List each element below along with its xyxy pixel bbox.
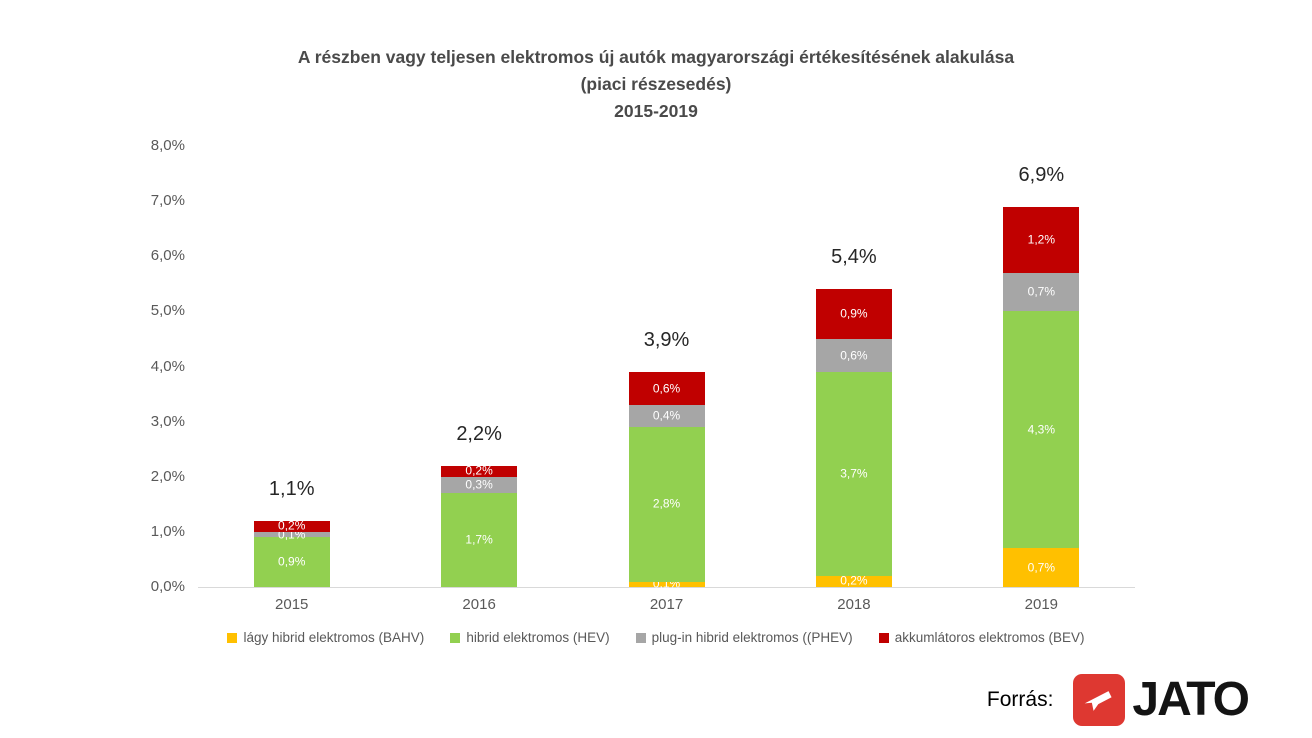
segment-data-label: 0,7% <box>1027 560 1055 575</box>
plot-area: 0,9% 0,1% 0,2% 1,1% 1,7% 0,3% 0,2% 2,2% 0,1% 2,8%… <box>198 146 1135 590</box>
segment-data-label: 3,7% <box>840 466 868 481</box>
bar-segment: 0,2% <box>441 463 518 478</box>
segment-data-label: 0,2% <box>840 573 868 588</box>
bar-2015: 0,9% 0,1% 0,2% <box>253 518 330 587</box>
segment-data-label: 4,3% <box>1027 422 1055 437</box>
bar-segment: 1,7% <box>441 493 518 587</box>
y-axis-tick-label: 8,0% <box>150 137 185 154</box>
y-axis-tick-label: 1,0% <box>150 522 185 540</box>
y-axis-tick-label: 4,0% <box>150 357 185 375</box>
bar-segment: 4,3% <box>1003 311 1080 549</box>
legend-swatch-icon <box>635 632 646 643</box>
bar-segment: 0,6% <box>628 372 705 406</box>
segment-data-label: 1,7% <box>465 532 493 547</box>
y-axis-tick-label: 6,0% <box>150 247 185 265</box>
legend: lágy hibrid elektromos (BAHV) hibrid elek… <box>0 630 1312 645</box>
jato-logo-text: JATO <box>1132 673 1250 726</box>
segment-data-label: 0,4% <box>652 408 681 423</box>
bar-segment: 1,2% <box>1003 206 1080 273</box>
source-footer: Forrás: JATO <box>986 673 1250 726</box>
bar-segment: 0,1% <box>628 577 705 590</box>
bar-segment: 0,2% <box>253 518 330 533</box>
bar-2018: 0,2% 3,7% 0,6% 0,9% <box>815 289 892 588</box>
legend-item: akkumlátoros elektromos (BEV) <box>878 630 1085 645</box>
bar-segment: 0,7% <box>1003 548 1080 587</box>
bar-segment: 0,6% <box>815 338 892 373</box>
jato-logo-icon <box>1073 674 1126 726</box>
x-axis-label-2017: 2017 <box>649 596 684 613</box>
legend-label: lágy hibrid elektromos (BAHV) <box>243 630 425 645</box>
x-axis: 2015 2016 2017 2018 2019 <box>198 596 1135 613</box>
segment-data-label: 0,7% <box>1027 284 1055 299</box>
segment-data-label: 0,2% <box>278 518 306 533</box>
chart-title-line1: A részben vagy teljesen elektromos új au… <box>297 47 1015 67</box>
bar-segment: 0,7% <box>1003 272 1080 312</box>
legend-item: hibrid elektromos (HEV) <box>450 630 610 645</box>
total-label-2018: 5,4% <box>831 246 877 269</box>
x-axis-label-2016: 2016 <box>462 596 496 613</box>
legend-item: plug-in hibrid elektromos ((PHEV) <box>635 630 853 645</box>
legend-swatch-icon <box>227 632 238 643</box>
segment-data-label: 0,3% <box>465 477 493 492</box>
y-axis: 0,0% 1,0% 2,0% 3,0% 4,0% 5,0% 6,0% 7,0% 8,0% <box>0 137 185 595</box>
segment-data-label: 2,8% <box>652 496 681 511</box>
bar-segment: 0,9% <box>815 289 892 339</box>
bar-segment: 0,4% <box>628 405 705 428</box>
bar-segment: 2,8% <box>628 427 705 582</box>
bar-segment: 0,2% <box>815 573 892 588</box>
legend-swatch-icon <box>878 632 889 643</box>
segment-data-label: 0,6% <box>652 381 681 396</box>
x-axis-label-2018: 2018 <box>837 596 871 613</box>
x-axis-label-2019: 2019 <box>1024 596 1059 613</box>
y-axis-tick-label: 2,0% <box>150 467 185 485</box>
chart-title-line2: (piaci részesedés) <box>580 74 732 94</box>
source-label: Forrás: <box>986 688 1054 711</box>
total-label-2016: 2,2% <box>456 422 502 445</box>
segment-data-label: 0,6% <box>840 348 868 362</box>
category-slot-2019: 0,7% 4,3% 0,7% 1,2% 6,9% <box>948 146 1135 587</box>
legend-label: plug-in hibrid elektromos ((PHEV) <box>651 630 853 645</box>
category-slot-2018: 0,2% 3,7% 0,6% 0,9% 5,4% <box>760 146 947 587</box>
x-axis-label-2015: 2015 <box>275 596 309 613</box>
segment-data-label: 0,9% <box>840 306 868 321</box>
bar-2017: 0,1% 2,8% 0,4% 0,6% <box>628 372 705 590</box>
y-axis-tick-label: 7,0% <box>150 192 185 210</box>
legend-item: lágy hibrid elektromos (BAHV) <box>227 630 424 645</box>
y-axis-tick-label: 0,0% <box>150 578 185 595</box>
category-slot-2016: 1,7% 0,3% 0,2% 2,2% <box>385 146 572 587</box>
bars-row: 0,9% 0,1% 0,2% 1,1% 1,7% 0,3% 0,2% 2,2% 0,1% 2,8%… <box>198 146 1135 590</box>
bar-2019: 0,7% 4,3% 0,7% 1,2% <box>1003 206 1080 587</box>
jato-arrow-icon <box>1085 691 1112 711</box>
legend-label: akkumlátoros elektromos (BEV) <box>894 630 1085 645</box>
chart-title: A részben vagy teljesen elektromos új au… <box>0 44 1312 125</box>
total-label-2015: 1,1% <box>268 477 315 500</box>
category-slot-2017: 0,1% 2,8% 0,4% 0,6% 3,9% <box>573 146 760 590</box>
chart-title-line3: 2015-2019 <box>614 101 698 121</box>
bar-segment: 0,3% <box>441 476 518 494</box>
segment-data-label: 1,2% <box>1027 232 1055 247</box>
total-label-2019: 6,9% <box>1018 163 1065 186</box>
bar-2016: 1,7% 0,3% 0,2% <box>441 463 518 587</box>
legend-label: hibrid elektromos (HEV) <box>466 630 610 645</box>
segment-data-label: 0,9% <box>278 554 306 569</box>
y-axis-tick-label: 5,0% <box>150 302 185 320</box>
y-axis-tick-label: 3,0% <box>150 412 185 430</box>
total-label-2017: 3,9% <box>643 329 690 352</box>
segment-data-label: 0,2% <box>465 463 493 478</box>
category-slot-2015: 0,9% 0,1% 0,2% 1,1% <box>198 146 385 587</box>
bar-segment: 0,9% <box>253 537 330 587</box>
bar-segment: 3,7% <box>815 372 892 576</box>
legend-swatch-icon <box>450 632 461 643</box>
